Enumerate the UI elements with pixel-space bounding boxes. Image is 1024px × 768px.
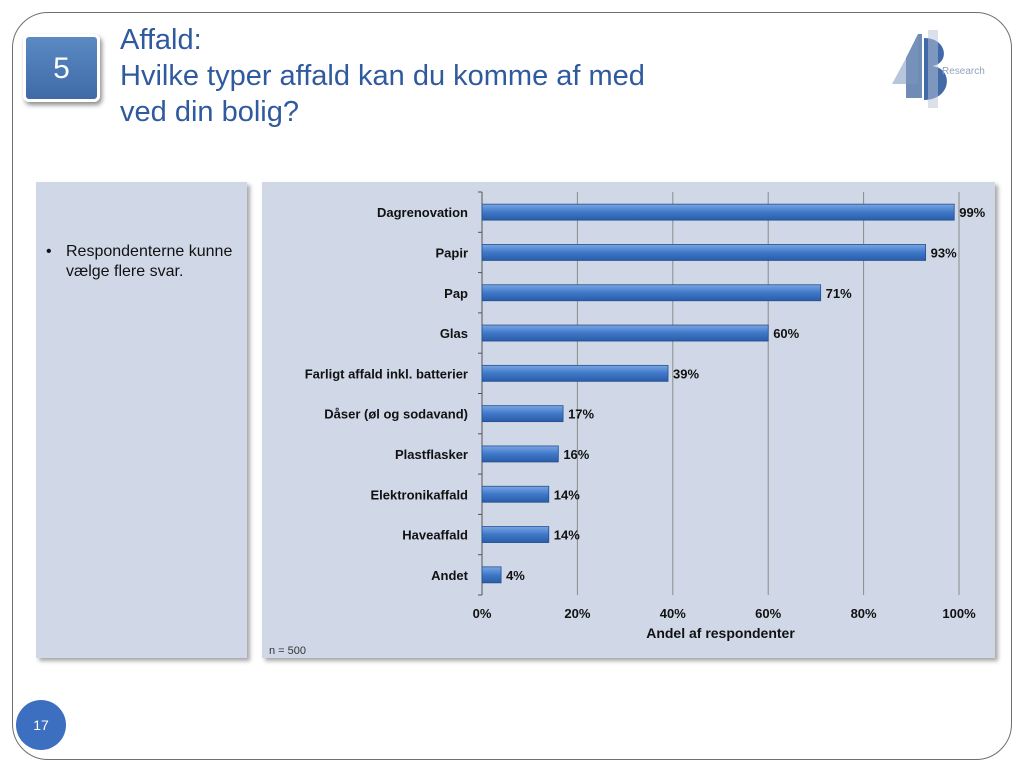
company-logo	[892, 30, 947, 108]
x-tick-label: 60%	[755, 606, 781, 621]
category-label: Elektronikaffald	[370, 487, 468, 502]
data-label: 39%	[673, 366, 699, 381]
category-label: Farligt affald inkl. batterier	[305, 366, 468, 381]
data-label: 93%	[931, 245, 957, 260]
x-tick-label: 0%	[473, 606, 492, 621]
category-label: Dagrenovation	[377, 205, 468, 220]
section-number-badge: 5	[23, 34, 100, 102]
bar	[481, 244, 927, 261]
title-line-1: Affald:	[120, 24, 202, 56]
category-label: Andet	[431, 568, 469, 583]
bullet-item: • Respondenterne kunne vælge flere svar.	[46, 242, 236, 282]
x-tick-label: 40%	[660, 606, 686, 621]
chart-panel: 0% 20% 40% 60% 80% 100% Dagrenovation 99% Papir 9…	[262, 182, 995, 658]
data-label: 16%	[563, 447, 589, 462]
x-tick-label: 80%	[851, 606, 877, 621]
bar	[481, 284, 822, 302]
bar	[481, 526, 550, 543]
category-label: Dåser (øl og sodavand)	[324, 407, 468, 422]
data-label: 71%	[826, 286, 852, 301]
data-label: 17%	[568, 407, 594, 422]
title-line-3: ved din bolig?	[120, 96, 299, 128]
bar	[481, 203, 955, 221]
page-number-badge: 17	[16, 700, 66, 750]
data-label: 60%	[773, 326, 799, 341]
data-label: 14%	[554, 528, 580, 543]
x-tick-label: 20%	[564, 606, 590, 621]
bar	[481, 364, 669, 382]
x-axis-title: Andel af respondenter	[646, 625, 795, 641]
bar	[481, 445, 559, 463]
category-label: Haveaffald	[402, 528, 468, 543]
data-label: 14%	[554, 487, 580, 502]
slide-title: Affald: Hvilke typer affald kan du komme…	[120, 22, 800, 130]
category-label: Glas	[440, 326, 468, 341]
category-label: Papir	[435, 245, 468, 260]
bullet-icon: •	[46, 243, 52, 260]
title-line-2: Hvilke typer affald kan du komme af med	[120, 60, 645, 92]
bullet-text: Respondenterne kunne vælge flere svar.	[66, 243, 233, 280]
x-tick-label: 100%	[942, 606, 976, 621]
category-label: Pap	[444, 286, 468, 301]
bar	[481, 324, 769, 342]
bar	[481, 405, 564, 423]
data-label: 99%	[959, 205, 985, 220]
bar	[481, 485, 550, 503]
category-label: Plastflasker	[395, 447, 468, 462]
logo-research-text: Research	[942, 66, 985, 77]
bar-chart: 0% 20% 40% 60% 80% 100% Dagrenovation 99% Papir 9…	[269, 191, 986, 657]
data-label: 4%	[506, 568, 525, 583]
sample-size-note: n = 500	[269, 645, 306, 657]
notes-panel: • Respondenterne kunne vælge flere svar.	[36, 182, 247, 658]
bar	[481, 566, 502, 584]
